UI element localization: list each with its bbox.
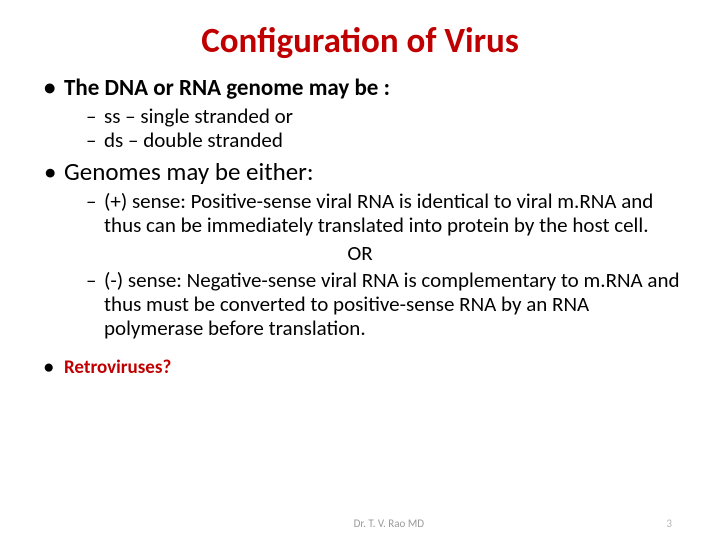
slide-title: Configuration of Virus xyxy=(40,20,680,62)
subbullet-negative-sense: – (-) sense: Negative-sense viral RNA is… xyxy=(40,268,680,340)
dash-icon: – xyxy=(86,128,104,152)
bullet-text: Retroviruses? xyxy=(64,356,171,379)
bullet-dot: • xyxy=(40,74,64,102)
subbullet-text: ss – single stranded or xyxy=(104,104,293,128)
dash-icon: – xyxy=(86,189,104,213)
bullet-genome-type: • The DNA or RNA genome may be : xyxy=(40,74,680,102)
subbullet-positive-sense: – (+) sense: Positive-sense viral RNA is… xyxy=(40,189,680,237)
subbullet-text: (+) sense: Positive-sense viral RNA is i… xyxy=(104,189,680,237)
subbullet-text: ds – double stranded xyxy=(104,128,283,152)
bullet-text: Genomes may be either: xyxy=(64,156,314,187)
footer-author: Dr. T. V. Rao MD xyxy=(354,517,424,530)
dash-icon: – xyxy=(86,268,104,292)
subbullet-ss: – ss – single stranded or xyxy=(40,104,680,128)
slide-footer: Dr. T. V. Rao MD 3 xyxy=(0,517,720,530)
bullet-genome-sense: • Genomes may be either: xyxy=(40,156,680,187)
bullet-retroviruses: • Retroviruses? xyxy=(40,356,680,379)
footer-page-number: 3 xyxy=(666,517,672,530)
bullet-dot: • xyxy=(40,156,64,187)
subbullet-ds: – ds – double stranded xyxy=(40,128,680,152)
bullet-text: The DNA or RNA genome may be : xyxy=(64,74,390,102)
bullet-dot: • xyxy=(40,356,64,379)
slide-container: Configuration of Virus • The DNA or RNA … xyxy=(0,0,720,540)
subbullet-text: (-) sense: Negative-sense viral RNA is c… xyxy=(104,268,680,340)
dash-icon: – xyxy=(86,104,104,128)
or-separator: OR xyxy=(40,240,680,266)
